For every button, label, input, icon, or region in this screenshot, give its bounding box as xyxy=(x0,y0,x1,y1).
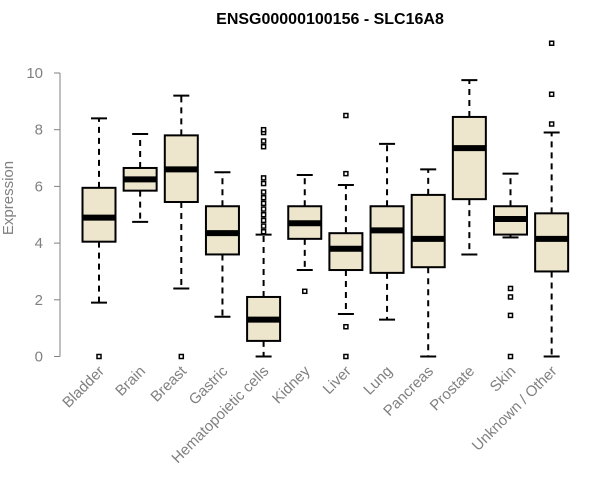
boxes-group xyxy=(81,40,570,360)
outlier-point xyxy=(260,126,267,133)
box-brain xyxy=(122,132,158,223)
outlier-point xyxy=(302,288,308,295)
x-category-label: Bladder xyxy=(59,363,108,412)
box-lung xyxy=(369,142,405,321)
outlier-point xyxy=(260,223,267,229)
y-tick-label: 6 xyxy=(35,178,43,195)
iqr-box xyxy=(534,212,570,273)
outlier-point xyxy=(343,323,349,330)
box-skin xyxy=(493,172,528,360)
outlier-point xyxy=(260,175,267,181)
y-tick-label: 0 xyxy=(35,349,43,366)
x-category-label: Lung xyxy=(360,363,396,399)
x-category-label: Breast xyxy=(147,362,190,405)
outlier-point xyxy=(260,194,267,201)
box-breast xyxy=(163,94,199,360)
y-tick-label: 10 xyxy=(26,65,43,82)
outlier-point xyxy=(178,353,185,360)
outlier-point xyxy=(260,206,267,212)
outlier-point xyxy=(260,217,267,224)
x-category-label: Brain xyxy=(112,363,149,400)
outlier-point xyxy=(548,91,555,98)
outlier-point xyxy=(96,353,102,360)
outlier-point xyxy=(260,138,267,144)
x-category-label: Kidney xyxy=(269,362,314,407)
outlier-point xyxy=(507,285,514,292)
y-tick-label: 2 xyxy=(35,292,43,309)
box-kidney xyxy=(287,174,323,295)
x-category-label: Prostate xyxy=(427,363,479,415)
box-hematopoietic-cells xyxy=(246,126,282,358)
outlier-point xyxy=(507,294,514,300)
iqr-box xyxy=(410,193,446,269)
y-axis-title: Expression xyxy=(0,161,17,235)
outlier-point xyxy=(548,40,555,46)
box-gastric xyxy=(204,171,240,318)
x-category-label: Liver xyxy=(320,363,355,398)
outlier-point xyxy=(548,121,555,127)
outlier-point xyxy=(343,353,349,360)
y-axis: 0 2 4 6 8 10 xyxy=(26,65,61,366)
iqr-box xyxy=(369,205,405,274)
outlier-point xyxy=(260,143,267,150)
x-category-label: Skin xyxy=(487,363,520,396)
box-liver xyxy=(328,112,364,360)
outlier-point xyxy=(343,170,349,177)
box-prostate xyxy=(451,79,487,256)
y-tick-label: 4 xyxy=(35,235,43,252)
outlier-point xyxy=(507,353,514,360)
outlier-point xyxy=(260,200,267,207)
outlier-point xyxy=(343,112,349,119)
box-unknown-other xyxy=(534,40,570,358)
box-bladder xyxy=(81,117,117,360)
outlier-point xyxy=(260,180,267,187)
outlier-point xyxy=(507,312,514,319)
box-pancreas xyxy=(410,168,446,358)
outlier-point xyxy=(260,189,267,195)
chart-title: ENSG00000100156 - SLC16A8 xyxy=(216,11,444,28)
y-tick-label: 8 xyxy=(35,122,43,139)
outlier-point xyxy=(260,229,267,235)
outlier-point xyxy=(260,212,267,218)
iqr-box xyxy=(451,115,487,201)
